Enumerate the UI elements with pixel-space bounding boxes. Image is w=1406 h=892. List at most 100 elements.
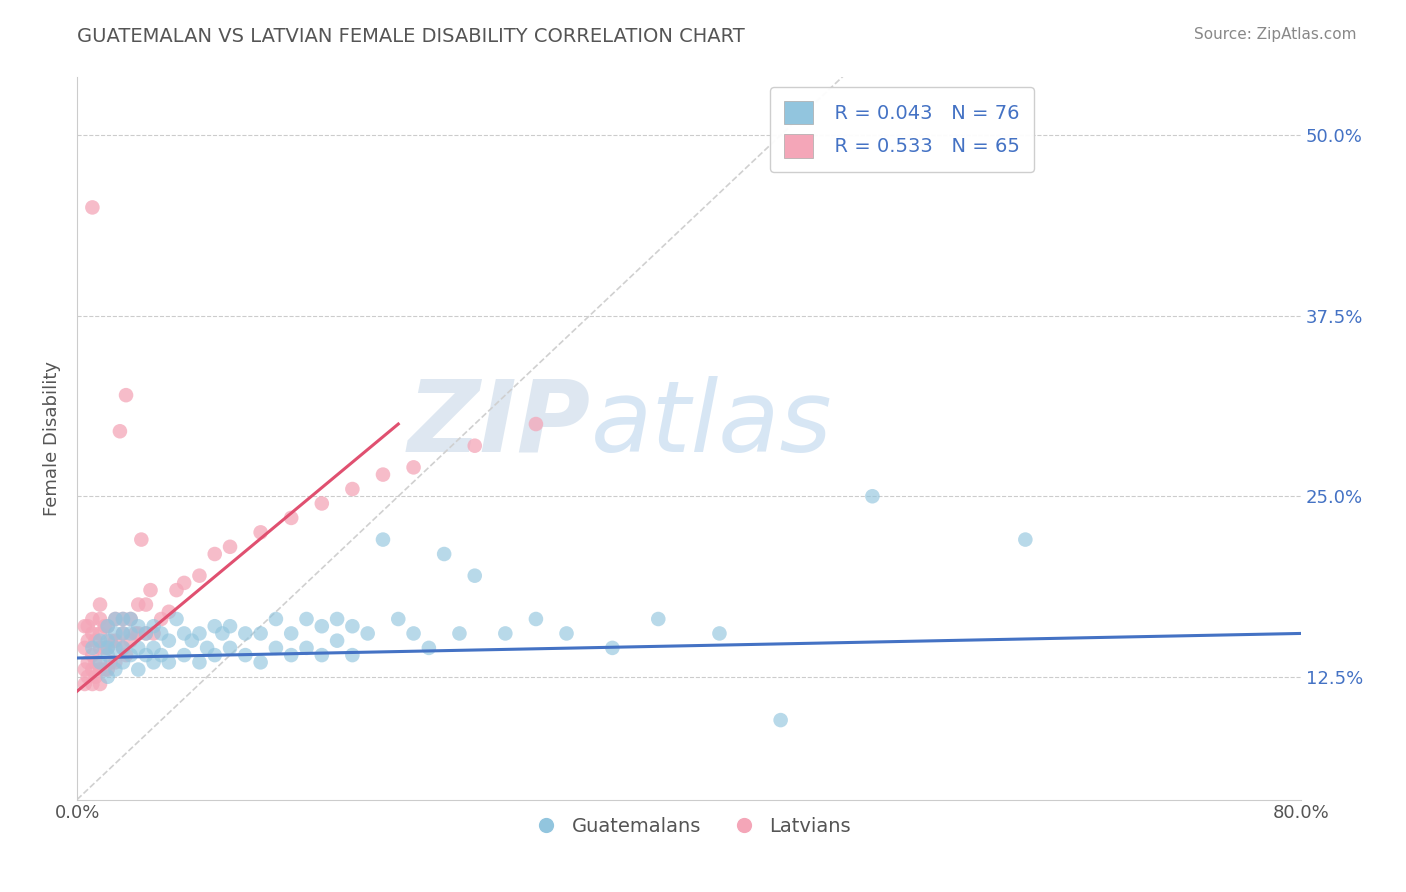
Point (157, 605, 180, 619)
Point (342, 619, 364, 633)
Point (769, 713, 792, 727)
Point (602, 640, 624, 655)
Point (204, 619, 226, 633)
Point (104, 633, 127, 648)
Point (142, 619, 165, 633)
Point (326, 612, 349, 626)
Point (387, 612, 409, 626)
Point (157, 656, 180, 670)
Point (135, 598, 157, 612)
Point (100, 656, 122, 670)
Point (89, 626, 111, 640)
Point (188, 626, 211, 640)
Point (295, 612, 318, 626)
Point (120, 612, 142, 626)
Point (100, 633, 122, 648)
Point (211, 626, 233, 640)
Point (82, 612, 104, 626)
Point (150, 626, 173, 640)
Point (76, 670, 98, 684)
Point (111, 612, 134, 626)
Point (402, 460, 425, 475)
Point (97, 670, 120, 684)
Point (82, 663, 104, 677)
Point (150, 648, 173, 662)
Point (97, 619, 120, 633)
Point (142, 656, 165, 670)
Point (82, 677, 104, 691)
Text: Source: ZipAtlas.com: Source: ZipAtlas.com (1194, 27, 1357, 42)
Point (104, 656, 127, 670)
Point (127, 619, 149, 633)
Y-axis label: Female Disability: Female Disability (44, 361, 60, 516)
Point (115, 648, 138, 662)
Point (97, 663, 120, 677)
Point (124, 626, 146, 640)
Point (82, 640, 104, 655)
Point (82, 201, 104, 215)
Point (97, 648, 120, 662)
Point (188, 656, 211, 670)
Point (120, 648, 142, 662)
Point (104, 612, 127, 626)
Point (84, 670, 107, 684)
Point (195, 640, 218, 655)
Point (111, 640, 134, 655)
Point (120, 626, 142, 640)
Point (84, 633, 107, 648)
Point (73, 677, 96, 691)
Point (371, 467, 394, 482)
Point (280, 626, 302, 640)
Point (104, 612, 127, 626)
Point (120, 633, 142, 648)
Point (108, 424, 131, 438)
Point (76, 656, 98, 670)
Point (433, 547, 456, 561)
Point (180, 633, 202, 648)
Point (97, 619, 120, 633)
Point (111, 626, 134, 640)
Point (82, 648, 104, 662)
Point (93, 663, 115, 677)
Point (97, 640, 120, 655)
Point (280, 648, 302, 662)
Point (104, 626, 127, 640)
Point (295, 640, 318, 655)
Point (342, 482, 364, 496)
Point (89, 663, 111, 677)
Point (494, 626, 516, 640)
Point (127, 626, 149, 640)
Point (311, 496, 333, 510)
Point (73, 640, 96, 655)
Point (139, 583, 162, 598)
Point (188, 568, 211, 582)
Point (204, 547, 226, 561)
Point (173, 575, 195, 590)
Point (264, 640, 287, 655)
Point (311, 619, 333, 633)
Point (111, 640, 134, 655)
Point (464, 568, 486, 582)
Point (219, 540, 242, 554)
Point (111, 656, 134, 670)
Point (464, 439, 486, 453)
Point (449, 626, 471, 640)
Point (127, 598, 149, 612)
Point (93, 640, 115, 655)
Point (311, 648, 333, 662)
Point (89, 640, 111, 655)
Point (173, 626, 195, 640)
Point (73, 663, 96, 677)
Point (342, 648, 364, 662)
Point (135, 626, 157, 640)
Point (104, 640, 127, 655)
Point (249, 656, 271, 670)
Point (115, 388, 138, 402)
Point (135, 648, 157, 662)
Point (135, 626, 157, 640)
Point (524, 612, 547, 626)
Point (97, 640, 120, 655)
Point (166, 612, 188, 626)
Legend: Guatemalans, Latvians: Guatemalans, Latvians (519, 809, 859, 844)
Point (219, 640, 242, 655)
